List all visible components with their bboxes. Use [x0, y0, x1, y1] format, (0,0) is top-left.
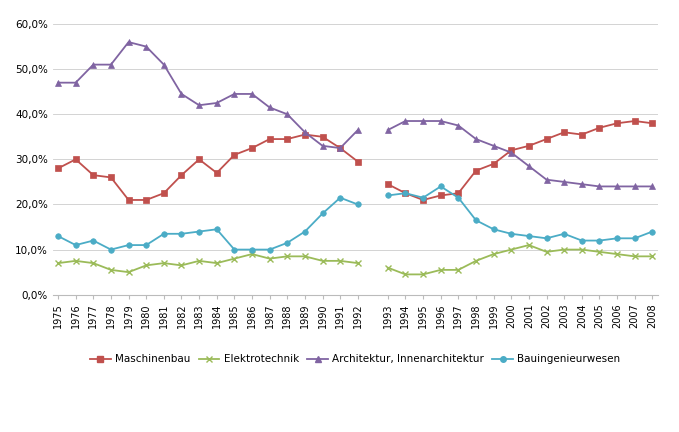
Legend: Maschinenbau, Elektrotechnik, Architektur, Innenarchitektur, Bauingenieurwesen: Maschinenbau, Elektrotechnik, Architektu…	[86, 350, 625, 368]
